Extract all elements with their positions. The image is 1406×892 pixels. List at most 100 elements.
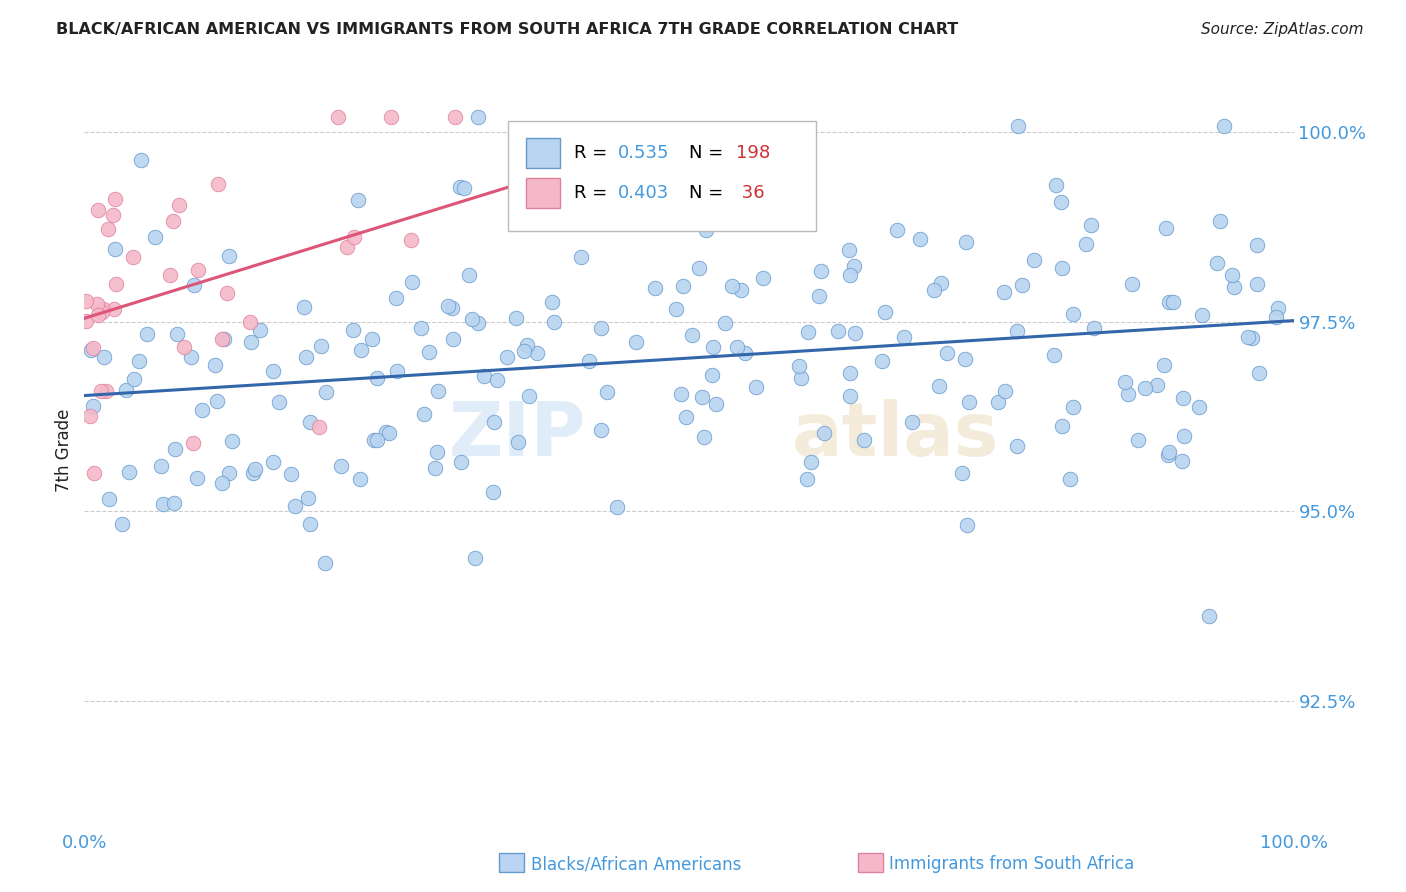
Point — [80, 343, 103, 357]
Point — [908, 232, 931, 246]
Point — [485, 373, 508, 387]
Point — [797, 326, 820, 340]
Point — [505, 311, 527, 326]
Point — [297, 491, 319, 506]
Point — [516, 338, 538, 352]
Point — [541, 295, 564, 310]
Point — [810, 263, 832, 277]
Point — [464, 551, 486, 566]
Point — [87, 308, 110, 322]
Point — [1135, 381, 1157, 395]
Point — [928, 379, 950, 393]
Point — [437, 299, 460, 313]
Text: N =: N = — [689, 145, 728, 162]
Point — [163, 442, 186, 457]
Point — [426, 384, 449, 398]
Point — [292, 300, 315, 314]
Point — [839, 268, 862, 282]
Point — [461, 311, 484, 326]
Y-axis label: 7th Grade: 7th Grade — [55, 409, 73, 492]
Text: 36: 36 — [737, 184, 765, 202]
Point — [1153, 358, 1175, 372]
Point — [1083, 321, 1105, 335]
Point — [929, 276, 952, 290]
Text: atlas: atlas — [792, 399, 1000, 472]
Text: 198: 198 — [737, 145, 770, 162]
Point — [441, 333, 464, 347]
Point — [218, 249, 240, 263]
Point — [688, 261, 710, 276]
Point — [387, 364, 409, 378]
Point — [79, 409, 101, 424]
Point — [543, 315, 565, 329]
Point — [893, 330, 915, 344]
Point — [1265, 310, 1288, 325]
Point — [413, 407, 436, 421]
Point — [1249, 367, 1271, 381]
Point — [953, 352, 976, 367]
Point — [425, 445, 447, 459]
Point — [1159, 445, 1181, 459]
Point — [1005, 324, 1028, 338]
Point — [665, 301, 688, 316]
Point — [1121, 277, 1143, 291]
Text: R =: R = — [574, 145, 613, 162]
Point — [449, 179, 471, 194]
Point — [955, 235, 977, 249]
Point — [1076, 237, 1098, 252]
Point — [111, 517, 134, 532]
Point — [1114, 376, 1136, 390]
Point — [143, 230, 166, 244]
Point — [91, 301, 114, 316]
Point — [1116, 387, 1139, 401]
Point — [839, 366, 862, 380]
Point — [284, 499, 307, 513]
Text: BLACK/AFRICAN AMERICAN VS IMMIGRANTS FROM SOUTH AFRICA 7TH GRADE CORRELATION CHA: BLACK/AFRICAN AMERICAN VS IMMIGRANTS FRO… — [56, 22, 959, 37]
Point — [83, 466, 105, 480]
Point — [82, 341, 104, 355]
Point — [1011, 278, 1033, 293]
Point — [875, 305, 897, 319]
Point — [606, 500, 628, 514]
Point — [150, 458, 173, 473]
Point — [813, 426, 835, 441]
Point — [1059, 472, 1081, 486]
Point — [453, 181, 475, 195]
Point — [118, 465, 141, 479]
Point — [702, 340, 724, 354]
Point — [838, 389, 860, 403]
Point — [672, 278, 695, 293]
Point — [935, 345, 957, 359]
Point — [467, 110, 489, 124]
Point — [243, 462, 266, 476]
Point — [214, 332, 236, 346]
Point — [734, 346, 756, 360]
Point — [347, 193, 370, 207]
Text: N =: N = — [689, 184, 728, 202]
Point — [1005, 439, 1028, 453]
Point — [298, 416, 321, 430]
Point — [86, 203, 108, 218]
Point — [513, 344, 536, 359]
Point — [336, 240, 359, 254]
Point — [1198, 608, 1220, 623]
Point — [506, 435, 529, 450]
Point — [1213, 119, 1236, 133]
Point — [204, 358, 226, 372]
Point — [695, 222, 717, 236]
Point — [122, 372, 145, 386]
Point — [441, 301, 464, 315]
FancyBboxPatch shape — [526, 138, 560, 169]
Point — [115, 383, 138, 397]
Point — [207, 393, 229, 408]
Point — [900, 415, 922, 429]
Point — [401, 233, 423, 247]
Point — [86, 297, 108, 311]
Point — [93, 350, 115, 364]
Point — [328, 110, 350, 124]
Point — [366, 433, 388, 447]
Point — [842, 260, 865, 274]
Point — [215, 285, 238, 300]
Point — [595, 385, 617, 400]
Point — [800, 455, 823, 469]
